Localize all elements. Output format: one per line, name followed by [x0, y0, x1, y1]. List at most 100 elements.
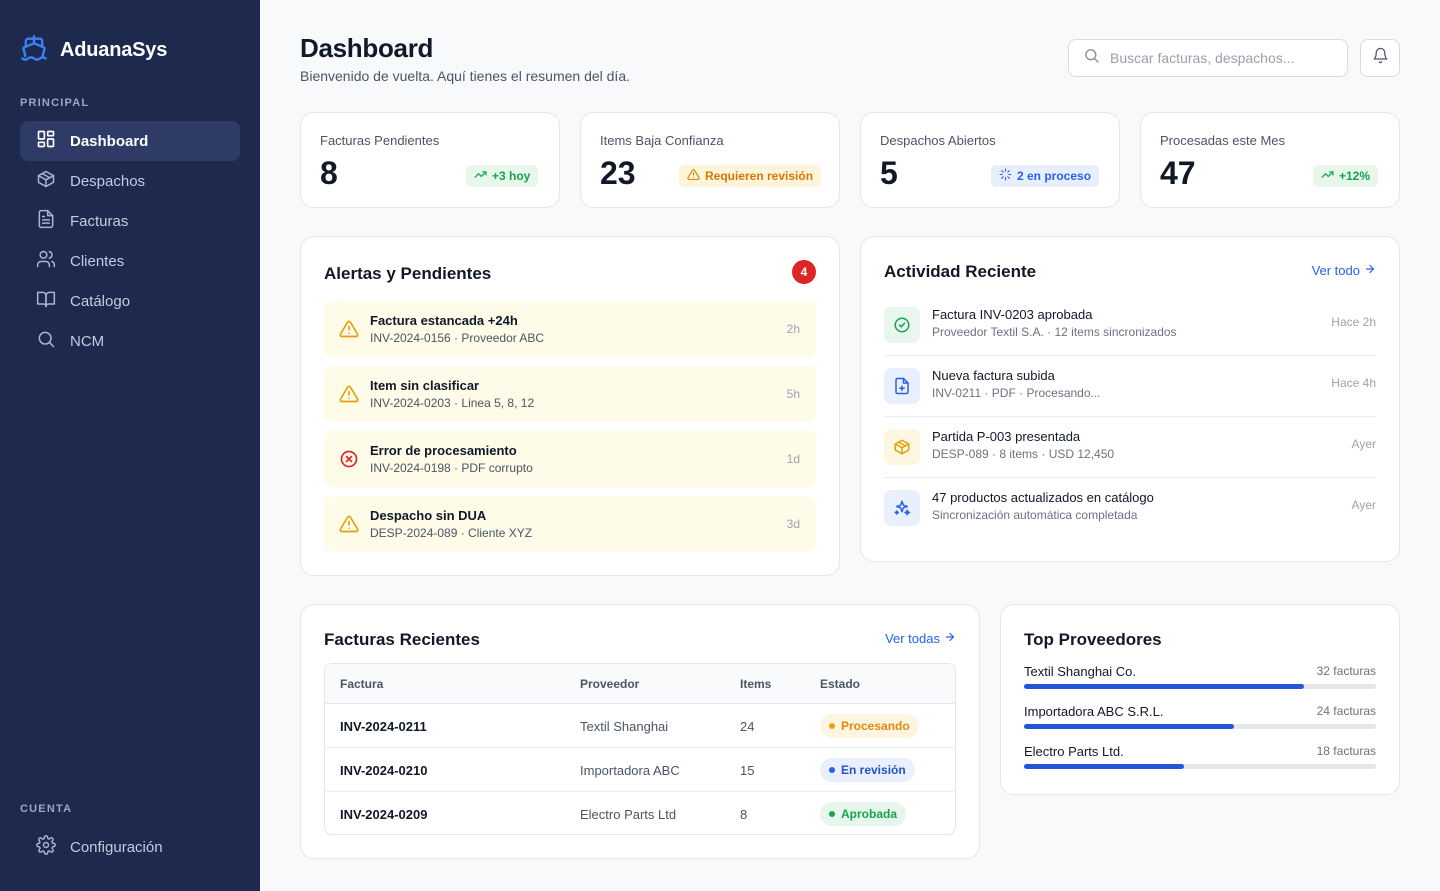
- invoice-items: 15: [740, 763, 755, 778]
- sidebar-item-label: NCM: [70, 332, 105, 350]
- status-badge: Procesando: [820, 714, 919, 738]
- brand-name: AduanaSys: [60, 39, 168, 61]
- status-dot: [829, 811, 835, 817]
- sparkles-icon: [884, 490, 920, 526]
- page-title: Dashboard: [300, 33, 434, 63]
- stat-card-despachos-abiertos[interactable]: Despachos Abiertos 5 2 en proceso: [860, 112, 1120, 208]
- sidebar-item-configuracion[interactable]: Configuración: [20, 827, 240, 867]
- sidebar-item-label: Configuración: [70, 838, 163, 856]
- activity-item[interactable]: 47 productos actualizados en catálogo Si…: [884, 478, 1376, 539]
- activity-time: Hace 4h: [1331, 376, 1376, 390]
- alert-detail: INV-2024-0198 · PDF corrupto: [370, 461, 533, 475]
- stat-card-procesadas-mes[interactable]: Procesadas este Mes 47 +12%: [1140, 112, 1400, 208]
- activity-time: Ayer: [1351, 437, 1376, 451]
- stat-value: 47: [1160, 155, 1196, 191]
- view-all-activity-link[interactable]: Ver todo: [1312, 263, 1376, 278]
- table-row[interactable]: INV-2024-0210 Importadora ABC 15 En revi…: [325, 748, 955, 792]
- sidebar-item-facturas[interactable]: Facturas: [20, 201, 240, 241]
- sidebar-item-despachos[interactable]: Despachos: [20, 161, 240, 201]
- provider-item[interactable]: Electro Parts Ltd. 18 facturas: [1024, 744, 1376, 776]
- activity-title: Actividad Reciente: [884, 262, 1037, 281]
- column-header[interactable]: Proveedor: [580, 677, 640, 691]
- stat-label: Despachos Abiertos: [880, 133, 996, 148]
- view-all-invoices-link[interactable]: Ver todas: [885, 631, 956, 646]
- activity-detail: INV-0211 · PDF · Procesando...: [932, 386, 1101, 400]
- provider-progress-fill: [1024, 724, 1235, 729]
- sidebar: AduanaSys PRINCIPAL Dashboard Despachos …: [0, 0, 260, 891]
- search-input[interactable]: [1110, 50, 1330, 66]
- warning-icon: [339, 319, 359, 344]
- main-nav: Dashboard Despachos Facturas Clientes Ca…: [20, 121, 240, 361]
- sidebar-item-clientes[interactable]: Clientes: [20, 241, 240, 281]
- stat-label: Items Baja Confianza: [600, 133, 724, 148]
- error-icon: [339, 449, 359, 474]
- stat-badge: +12%: [1313, 165, 1379, 187]
- provider-item[interactable]: Textil Shanghai Co. 32 facturas: [1024, 664, 1376, 696]
- search-icon: [1083, 47, 1100, 69]
- package-icon: [36, 169, 56, 193]
- alerts-count-badge: 4: [792, 260, 816, 284]
- trend-up-icon: [1321, 168, 1334, 184]
- table-row[interactable]: INV-2024-0211 Textil Shanghai 24 Procesa…: [325, 704, 955, 748]
- table-row[interactable]: INV-2024-0209 Electro Parts Ltd 8 Aproba…: [325, 792, 955, 834]
- alert-detail: INV-2024-0203 · Linea 5, 8, 12: [370, 396, 535, 410]
- alert-time: 3d: [786, 517, 800, 531]
- alert-item[interactable]: Despacho sin DUA DESP-2024-089 · Cliente…: [324, 496, 816, 552]
- activity-time: Ayer: [1351, 498, 1376, 512]
- sidebar-item-label: Catálogo: [70, 292, 131, 310]
- document-icon: [36, 209, 56, 233]
- sidebar-item-ncm[interactable]: NCM: [20, 321, 240, 361]
- brand[interactable]: AduanaSys: [20, 34, 167, 67]
- invoice-provider: Importadora ABC: [580, 763, 680, 778]
- stat-badge: +3 hoy: [466, 165, 539, 187]
- sidebar-item-dashboard[interactable]: Dashboard: [20, 121, 240, 161]
- alert-item[interactable]: Error de procesamiento INV-2024-0198 · P…: [324, 431, 816, 487]
- alert-title: Factura estancada +24h: [370, 313, 518, 328]
- sidebar-item-label: Clientes: [70, 252, 125, 270]
- column-header[interactable]: Items: [740, 677, 772, 691]
- activity-item[interactable]: Factura INV-0203 aprobada Proveedor Text…: [884, 295, 1376, 356]
- provider-progress-fill: [1024, 764, 1185, 769]
- dashboard-icon: [36, 129, 56, 153]
- ship-logo-icon: [20, 34, 48, 67]
- provider-count: 18 facturas: [1316, 744, 1376, 758]
- provider-count: 24 facturas: [1316, 704, 1376, 718]
- search-box[interactable]: [1068, 39, 1348, 77]
- activity-item[interactable]: Nueva factura subida INV-0211 · PDF · Pr…: [884, 356, 1376, 417]
- sidebar-item-catalogo[interactable]: Catálogo: [20, 281, 240, 321]
- book-icon: [36, 289, 56, 313]
- stat-badge: 2 en proceso: [991, 165, 1100, 187]
- provider-name: Importadora ABC S.R.L.: [1024, 704, 1164, 719]
- stat-card-items-baja-confianza[interactable]: Items Baja Confianza 23 Requieren revisi…: [580, 112, 840, 208]
- column-header[interactable]: Estado: [820, 677, 861, 691]
- package-icon: [884, 429, 920, 465]
- alert-item[interactable]: Factura estancada +24h INV-2024-0156 · P…: [324, 301, 816, 357]
- stat-badge: Requieren revisión: [679, 165, 822, 187]
- stat-card-facturas-pendientes[interactable]: Facturas Pendientes 8 +3 hoy: [300, 112, 560, 208]
- sidebar-item-label: Facturas: [70, 212, 129, 230]
- loader-icon: [999, 168, 1012, 184]
- alert-item[interactable]: Item sin clasificar INV-2024-0203 · Line…: [324, 366, 816, 422]
- provider-name: Electro Parts Ltd.: [1024, 744, 1124, 759]
- stat-value: 23: [600, 155, 636, 191]
- activity-title: Nueva factura subida: [932, 368, 1055, 383]
- activity-panel: Actividad Reciente Ver todo Factura INV-…: [860, 236, 1400, 562]
- activity-time: Hace 2h: [1331, 315, 1376, 329]
- provider-item[interactable]: Importadora ABC S.R.L. 24 facturas: [1024, 704, 1376, 736]
- provider-progress-track: [1024, 764, 1376, 769]
- provider-name: Textil Shanghai Co.: [1024, 664, 1137, 679]
- activity-detail: DESP-089 · 8 items · USD 12,450: [932, 447, 1115, 461]
- check-circle-icon: [884, 307, 920, 343]
- top-providers-title: Top Proveedores: [1024, 630, 1162, 649]
- status-badge: En revisión: [820, 758, 915, 782]
- warning-icon: [339, 384, 359, 409]
- stat-label: Facturas Pendientes: [320, 133, 440, 148]
- activity-detail: Proveedor Textil S.A. · 12 items sincron…: [932, 325, 1177, 339]
- provider-progress-track: [1024, 724, 1376, 729]
- arrow-right-icon: [944, 631, 956, 646]
- notifications-button[interactable]: [1360, 39, 1400, 77]
- stat-value: 8: [320, 155, 338, 191]
- column-header[interactable]: Factura: [340, 677, 384, 691]
- activity-detail: Sincronización automática completada: [932, 508, 1138, 522]
- activity-item[interactable]: Partida P-003 presentada DESP-089 · 8 it…: [884, 417, 1376, 478]
